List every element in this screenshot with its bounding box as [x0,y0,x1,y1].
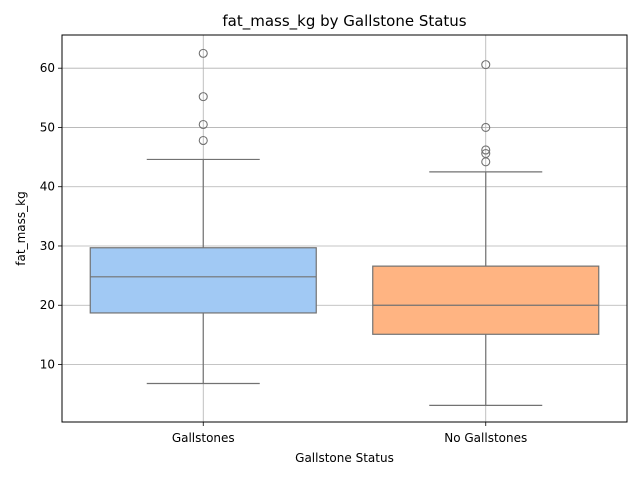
iqr-box [372,265,600,335]
x-tick-label: No Gallstones [444,431,527,445]
y-tick-label: 60 [40,61,55,75]
y-tick-label: 50 [40,120,55,134]
plot-frame [61,34,628,423]
outlier-point [198,92,208,102]
boxes [89,48,600,407]
outlier-point [198,48,208,58]
axis-ticks: 10 20 30 40 50 60 Gallstones No Gallstones [40,61,528,445]
y-tick-label: 20 [40,298,55,312]
box-group-no-gallstones [372,60,600,407]
iqr-box [89,247,317,314]
outlier-point [481,60,491,70]
chart-title: fat_mass_kg by Gallstone Status [222,12,466,31]
outlier-point [198,119,208,130]
y-axis-label: fat_mass_kg [14,191,28,265]
x-tick-label: Gallstones [172,431,235,445]
outlier-point [198,135,208,146]
y-tick-label: 40 [40,180,55,194]
box-group-gallstones [89,48,317,385]
y-tick-label: 30 [40,239,55,253]
outlier-point [481,122,491,133]
x-axis-label: Gallstone Status [295,451,394,465]
y-tick-label: 10 [40,358,55,372]
outlier-point [481,148,491,159]
outlier-point [481,145,491,155]
